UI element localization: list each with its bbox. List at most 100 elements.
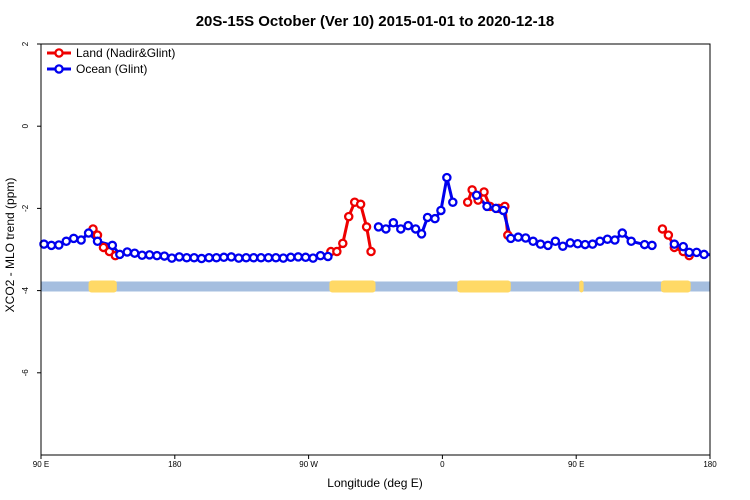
ocean-data-point (263, 252, 274, 263)
ocean-data-point (46, 240, 57, 251)
ocean-data-point (550, 236, 561, 247)
ocean-data-point (204, 252, 214, 263)
ocean-data-point (587, 239, 598, 249)
ocean-data-point (520, 233, 531, 243)
ocean-data-point (558, 241, 568, 251)
ocean-data-point (535, 239, 546, 249)
ocean-data-point (396, 224, 406, 234)
ocean-data-point (144, 250, 155, 260)
legend-marker (54, 48, 64, 58)
ocean-data-point (482, 201, 492, 212)
land-mask-segment (329, 280, 376, 293)
y-axis-label: XCO2 - MLO trend (ppm) (3, 178, 17, 313)
land-data-point (366, 246, 376, 257)
ocean-data-point (639, 239, 650, 250)
x-tick-label: 0 (440, 460, 445, 469)
ocean-data-point (403, 220, 413, 231)
ocean-data-point (565, 238, 576, 248)
ocean-data-point (602, 234, 613, 244)
ocean-data-point (436, 205, 446, 216)
ocean-data-point (699, 249, 709, 260)
ocean-data-point (61, 236, 72, 247)
ocean-data-point (167, 253, 177, 263)
land-data-point (332, 246, 342, 257)
ocean-data-point (442, 172, 452, 183)
chart-title: 20S-15S October (Ver 10) 2015-01-01 to 2… (196, 13, 555, 30)
ocean-data-point (491, 203, 501, 214)
ocean-data-point (68, 233, 79, 244)
ocean-data-point (92, 236, 103, 247)
ocean-data-point (181, 252, 192, 263)
ocean-data-point (286, 252, 296, 263)
ocean-data-point (684, 247, 694, 258)
ocean-data-point (323, 251, 333, 262)
ocean-data-point (174, 252, 185, 262)
ocean-data-point (76, 235, 86, 245)
ocean-data-point (315, 250, 326, 261)
ocean-data-point (448, 197, 458, 207)
ocean-data-point (256, 252, 266, 263)
ocean-data-point (271, 252, 281, 263)
series-points (39, 172, 709, 264)
legend-label: Land (Nadir&Glint) (76, 46, 175, 60)
land-ocean-mask (41, 280, 710, 293)
y-tick-label: -2 (21, 204, 30, 212)
land-data-point (361, 222, 372, 232)
land-data-point (663, 230, 674, 240)
y-tick-label: -6 (21, 369, 30, 377)
x-tick-label: 180 (168, 460, 182, 469)
ocean-data-point (416, 229, 427, 239)
ocean-data-point (159, 251, 170, 261)
ocean-data-point (647, 240, 657, 251)
ocean-data-point (430, 213, 440, 224)
ocean-data-point (626, 236, 636, 247)
ocean-data-point (388, 218, 399, 228)
ocean-data-point (691, 247, 702, 258)
ocean-data-point (196, 253, 207, 264)
y-axis: 2 0 -2 -4 -6 (21, 41, 41, 376)
legend: Land (Nadir&Glint) Ocean (Glint) (42, 45, 192, 79)
ocean-data-point (610, 235, 620, 245)
y-tick-label: -4 (21, 286, 30, 294)
ocean-data-point (129, 248, 140, 258)
land-data-point (338, 238, 348, 249)
ocean-data-point (137, 250, 147, 261)
x-tick-label: 90 E (568, 460, 584, 469)
land-mask-segment (457, 280, 511, 293)
ocean-data-point (107, 240, 118, 251)
land-mask-segment (88, 280, 117, 293)
land-mask-segment (579, 280, 584, 293)
ocean-data-point (152, 250, 162, 261)
ocean-data-point (506, 233, 516, 244)
land-data-point (355, 199, 366, 210)
x-tick-label: 90 W (299, 460, 318, 469)
x-axis: 90 E 180 90 W 0 90 E 180 (33, 455, 717, 469)
ocean-data-point (513, 232, 523, 242)
ocean-data-point (122, 247, 132, 257)
plot-frame (40, 43, 711, 456)
x-tick-label: 180 (703, 460, 717, 469)
ocean-data-point (300, 252, 311, 263)
land-data-point (657, 224, 668, 234)
x-axis-label: Longitude (deg E) (327, 476, 422, 490)
ocean-data-point (678, 241, 688, 252)
ocean-data-point (241, 252, 251, 263)
ocean-data-point (543, 240, 553, 251)
legend-label: Ocean (Glint) (76, 62, 147, 76)
land-mask-segment (660, 280, 691, 293)
land-data-point (479, 187, 489, 197)
ocean-data-point (278, 253, 289, 263)
ocean-data-point (226, 252, 237, 262)
ocean-data-point (528, 236, 538, 247)
land-data-point (343, 211, 354, 222)
ocean-data-point (115, 249, 125, 260)
ocean-data-point (233, 253, 244, 263)
ocean-data-point (572, 238, 583, 249)
ocean-data-point (617, 228, 628, 238)
ocean-data-point (410, 224, 421, 234)
legend-box (42, 45, 192, 79)
ocean-data-point (498, 205, 509, 216)
x-tick-label: 90 E (33, 460, 49, 469)
ocean-data-point (669, 239, 680, 249)
